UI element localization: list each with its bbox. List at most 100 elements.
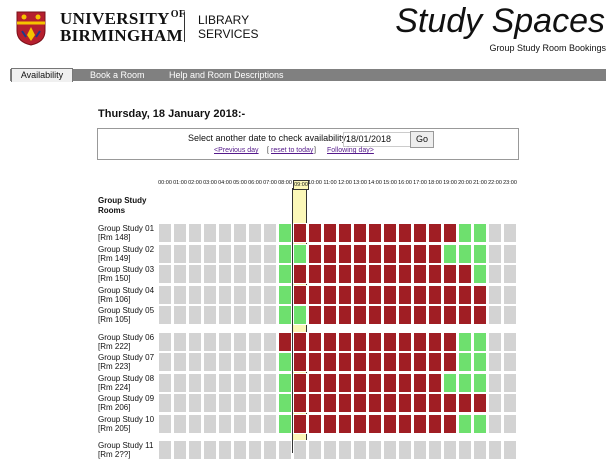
- slot-available[interactable]: [278, 244, 292, 264]
- slot-available[interactable]: [443, 244, 457, 264]
- slot-booked: [338, 414, 352, 434]
- tab-book-a-room[interactable]: Book a Room: [90, 70, 145, 80]
- slot-available[interactable]: [473, 373, 487, 393]
- slot-unavailable: [188, 414, 202, 434]
- slot-booked: [323, 223, 337, 243]
- slot-booked: [428, 393, 442, 413]
- slot-booked: [458, 305, 472, 325]
- hour-label: 11:00: [323, 180, 337, 186]
- slot-unavailable: [188, 285, 202, 305]
- slot-unavailable: [248, 373, 262, 393]
- hour-label: 15:00: [383, 180, 397, 186]
- slot-unavailable: [188, 352, 202, 372]
- slot-available[interactable]: [278, 414, 292, 434]
- slot-available[interactable]: [458, 223, 472, 243]
- hour-label: 16:00: [398, 180, 412, 186]
- slot-booked: [308, 223, 322, 243]
- slot-available[interactable]: [278, 305, 292, 325]
- go-button[interactable]: Go: [410, 131, 434, 148]
- slot-unavailable: [233, 264, 247, 284]
- slot-unavailable: [188, 223, 202, 243]
- slot-unavailable: [218, 285, 232, 305]
- room-name: Group Study 11: [98, 441, 154, 450]
- slot-booked: [353, 305, 367, 325]
- slot-available[interactable]: [458, 332, 472, 352]
- slot-unavailable: [488, 373, 502, 393]
- slot-available[interactable]: [278, 223, 292, 243]
- slot-available[interactable]: [278, 264, 292, 284]
- slot-booked: [338, 305, 352, 325]
- slot-unavailable: [173, 264, 187, 284]
- room-name: Group Study 07: [98, 353, 155, 362]
- slot-booked: [413, 264, 427, 284]
- slot-unavailable: [218, 244, 232, 264]
- slot-booked: [338, 244, 352, 264]
- slot-available[interactable]: [278, 393, 292, 413]
- slot-available[interactable]: [473, 223, 487, 243]
- slot-available[interactable]: [473, 332, 487, 352]
- slot-available[interactable]: [458, 244, 472, 264]
- hour-label: 06:00: [248, 180, 262, 186]
- slot-unavailable: [233, 440, 247, 460]
- slot-booked: [308, 332, 322, 352]
- room-name: Group Study 03: [98, 265, 155, 274]
- slot-available[interactable]: [473, 244, 487, 264]
- slot-booked: [428, 373, 442, 393]
- slot-unavailable: [263, 264, 277, 284]
- room-name: Group Study 06: [98, 333, 155, 342]
- slot-unavailable: [158, 414, 172, 434]
- slot-booked: [293, 414, 307, 434]
- slot-booked: [308, 414, 322, 434]
- slot-available[interactable]: [458, 414, 472, 434]
- hour-label: 13:00: [353, 180, 367, 186]
- slot-available[interactable]: [473, 352, 487, 372]
- slot-unavailable: [158, 244, 172, 264]
- slot-available[interactable]: [443, 373, 457, 393]
- slot-booked: [353, 285, 367, 305]
- slot-booked: [443, 305, 457, 325]
- slot-available[interactable]: [278, 373, 292, 393]
- slot-booked: [398, 223, 412, 243]
- slot-available[interactable]: [473, 414, 487, 434]
- slot-available[interactable]: [458, 373, 472, 393]
- slot-available[interactable]: [473, 264, 487, 284]
- slot-booked: [338, 223, 352, 243]
- slot-unavailable: [218, 440, 232, 460]
- slot-unavailable: [488, 352, 502, 372]
- slot-unavailable: [263, 285, 277, 305]
- slot-booked: [293, 373, 307, 393]
- slot-booked: [428, 223, 442, 243]
- slot-booked: [413, 373, 427, 393]
- slot-available[interactable]: [293, 305, 307, 325]
- slot-booked: [458, 264, 472, 284]
- slot-unavailable: [308, 440, 322, 460]
- hour-label: 21:00: [473, 180, 487, 186]
- slot-booked: [398, 264, 412, 284]
- date-input[interactable]: 18/01/2018: [343, 132, 411, 147]
- main-nav: Availability Book a Room Help and Room D…: [10, 68, 606, 82]
- hour-label: 04:00: [218, 180, 232, 186]
- hour-label: 20:00: [458, 180, 472, 186]
- slot-booked: [323, 264, 337, 284]
- following-day-link[interactable]: Following day>: [327, 147, 374, 154]
- slot-booked: [473, 393, 487, 413]
- reset-to-today-link[interactable]: reset to today: [271, 147, 314, 154]
- room-number: [Rm 206]: [98, 403, 131, 412]
- slot-available[interactable]: [278, 285, 292, 305]
- slot-available[interactable]: [278, 352, 292, 372]
- slot-booked: [413, 244, 427, 264]
- slot-available[interactable]: [293, 244, 307, 264]
- tab-help-room-descriptions[interactable]: Help and Room Descriptions: [169, 70, 284, 80]
- tab-availability[interactable]: Availability: [11, 68, 73, 82]
- slot-unavailable: [248, 264, 262, 284]
- hour-label: 01:00: [173, 180, 187, 186]
- slot-unavailable: [488, 244, 502, 264]
- slot-booked: [353, 264, 367, 284]
- room-number: [Rm 105]: [98, 315, 131, 324]
- slot-booked: [323, 373, 337, 393]
- previous-day-link[interactable]: <Previous day: [214, 147, 259, 154]
- slot-available[interactable]: [458, 352, 472, 372]
- room-number: [Rm 224]: [98, 383, 131, 392]
- slot-unavailable: [203, 285, 217, 305]
- slot-booked: [413, 332, 427, 352]
